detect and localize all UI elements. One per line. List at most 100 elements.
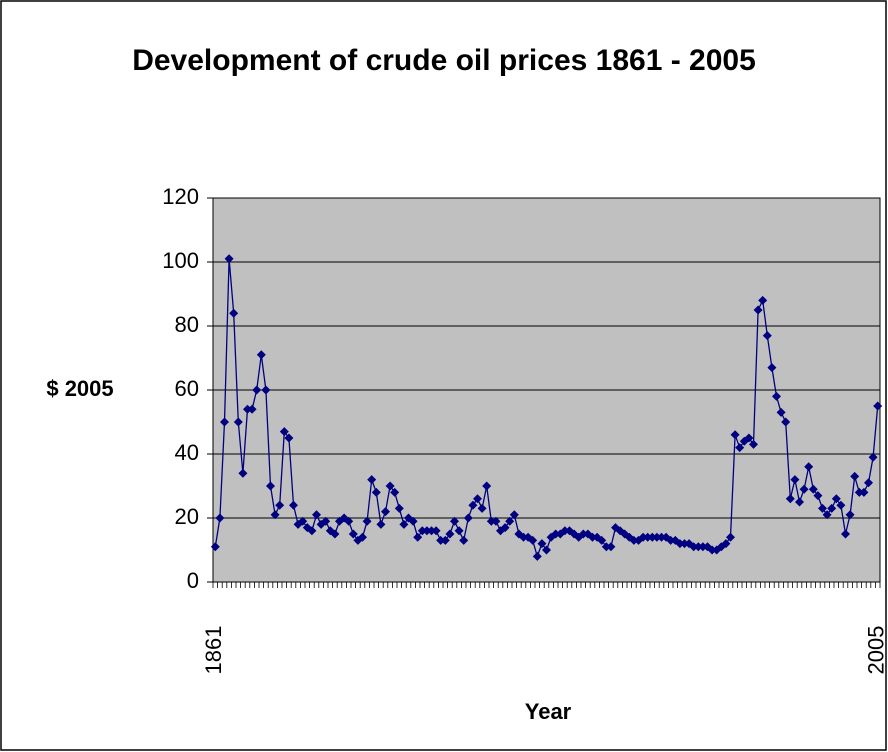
data-point [390,487,400,497]
data-point [459,535,469,545]
data-point [289,500,298,510]
data-point [785,494,795,504]
data-point [243,404,252,414]
data-point [730,430,740,440]
data-point [542,545,551,555]
data-point [284,433,294,443]
chart-title: Development of crude oil prices 1861 - 2… [132,44,756,77]
data-point [330,529,340,539]
x-tick-label: 1861 [201,626,226,675]
data-point [772,391,781,401]
data-point [229,308,239,318]
data-point [210,542,220,552]
data-point [261,385,271,395]
data-point [597,535,607,545]
data-point [298,516,308,526]
data-point [758,295,768,305]
data-point [868,452,878,462]
data-point [505,516,515,526]
data-point [252,385,262,395]
data-point [795,497,804,507]
data-point [312,510,321,520]
data-point [781,417,791,427]
data-point [431,526,441,536]
data-point [220,417,229,427]
data-point [532,551,542,561]
data-point [776,407,786,417]
data-point [845,510,855,520]
data-point [689,542,699,552]
data-point [854,487,864,497]
data-point [509,510,519,520]
data-point [381,507,390,517]
data-point [473,494,482,504]
data-point [454,526,464,536]
data-point [468,500,478,510]
data-point [358,532,367,542]
data-point [436,535,446,545]
data-point [440,535,450,545]
data-point [560,526,570,536]
data-point [321,516,331,526]
data-point [486,516,496,526]
data-point [394,503,404,513]
data-point [450,516,459,526]
y-tick-label: 80 [175,312,199,337]
data-point [376,519,386,529]
data-point [427,526,436,536]
data-point [215,513,225,523]
data-point [266,481,275,491]
data-point [744,433,754,443]
y-tick-label: 120 [162,184,199,209]
data-point [519,532,528,542]
data-point [831,494,841,504]
data-point [307,526,317,536]
data-point [445,529,455,539]
data-point [753,305,763,315]
y-tick-label: 60 [175,376,199,401]
data-point [399,519,409,529]
data-point [652,532,662,542]
data-point [657,532,666,542]
data-point [413,532,423,542]
data-point [808,484,818,494]
data-point [762,331,772,341]
data-point [500,523,510,533]
data-point [698,542,708,552]
data-point [813,491,823,501]
data-point [638,532,648,542]
data-point [799,484,809,494]
data-point [477,503,487,513]
data-point [279,427,289,437]
data-point [528,535,538,545]
data-point [666,535,676,545]
data-point [224,254,234,264]
plot-border [212,197,881,583]
data-point [836,500,846,510]
data-point [680,539,689,549]
data-point [841,529,850,539]
data-point [629,535,639,545]
data-point [606,542,616,552]
data-point [643,532,653,542]
data-point [238,468,248,478]
data-point [233,417,243,427]
data-point [693,542,703,552]
data-point [247,404,257,414]
x-axis-label: Year [525,699,572,724]
data-point [367,475,377,485]
data-point [767,363,777,373]
data-point [275,500,285,510]
y-tick-label: 100 [162,248,199,273]
data-point [482,481,492,491]
data-point [371,487,381,497]
data-point [344,516,354,526]
data-point [790,475,800,485]
data-point [417,526,427,536]
data-point [362,516,372,526]
data-point [675,539,685,549]
data-point [491,516,501,526]
y-axis-label: $ 2005 [46,376,113,401]
